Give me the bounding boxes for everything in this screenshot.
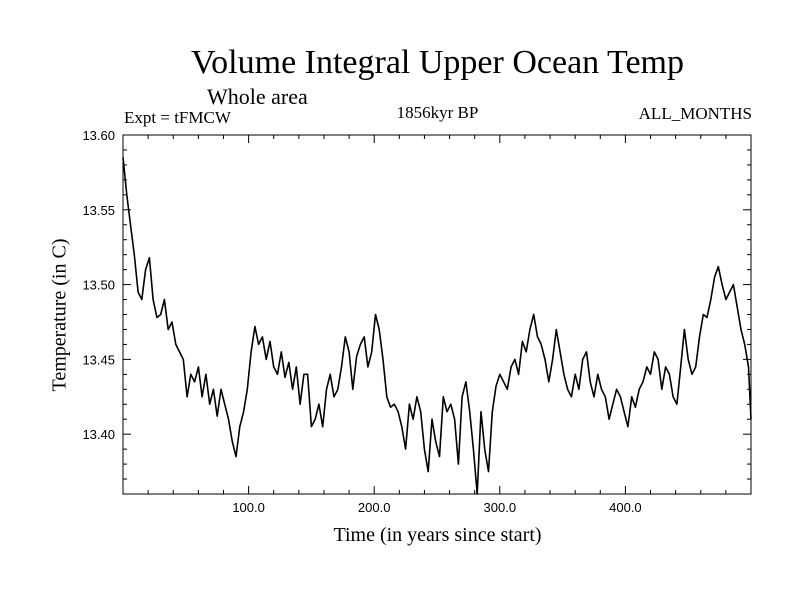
y-tick-label: 13.45 [82,352,115,367]
axis-ticks: 100.0 200.0 300.0 400.0 13.40 13.45 13.50 13.55… [82,128,751,515]
x-axis-label: Time (in years since start) [333,524,542,546]
chart-title: Volume Integral Upper Ocean Temp [191,44,684,81]
months-label: ALL_MONTHS [638,104,752,123]
period-label: 1856kyr BP [396,103,479,122]
y-tick-label: 13.55 [82,203,115,218]
x-tick-label: 100.0 [232,500,265,515]
plot-frame [122,134,752,495]
x-tick-label: 200.0 [358,500,391,515]
experiment-label: Expt = tFMCW [124,108,231,127]
y-tick-label: 13.40 [82,427,115,442]
series-group [122,157,752,495]
x-tick-label: 300.0 [484,500,517,515]
x-tick-label: 400.0 [609,500,642,515]
chart-subtitle: Whole area [207,84,308,109]
y-tick-label: 13.60 [82,128,115,143]
y-tick-label: 13.50 [82,278,115,293]
series-line [122,157,752,495]
